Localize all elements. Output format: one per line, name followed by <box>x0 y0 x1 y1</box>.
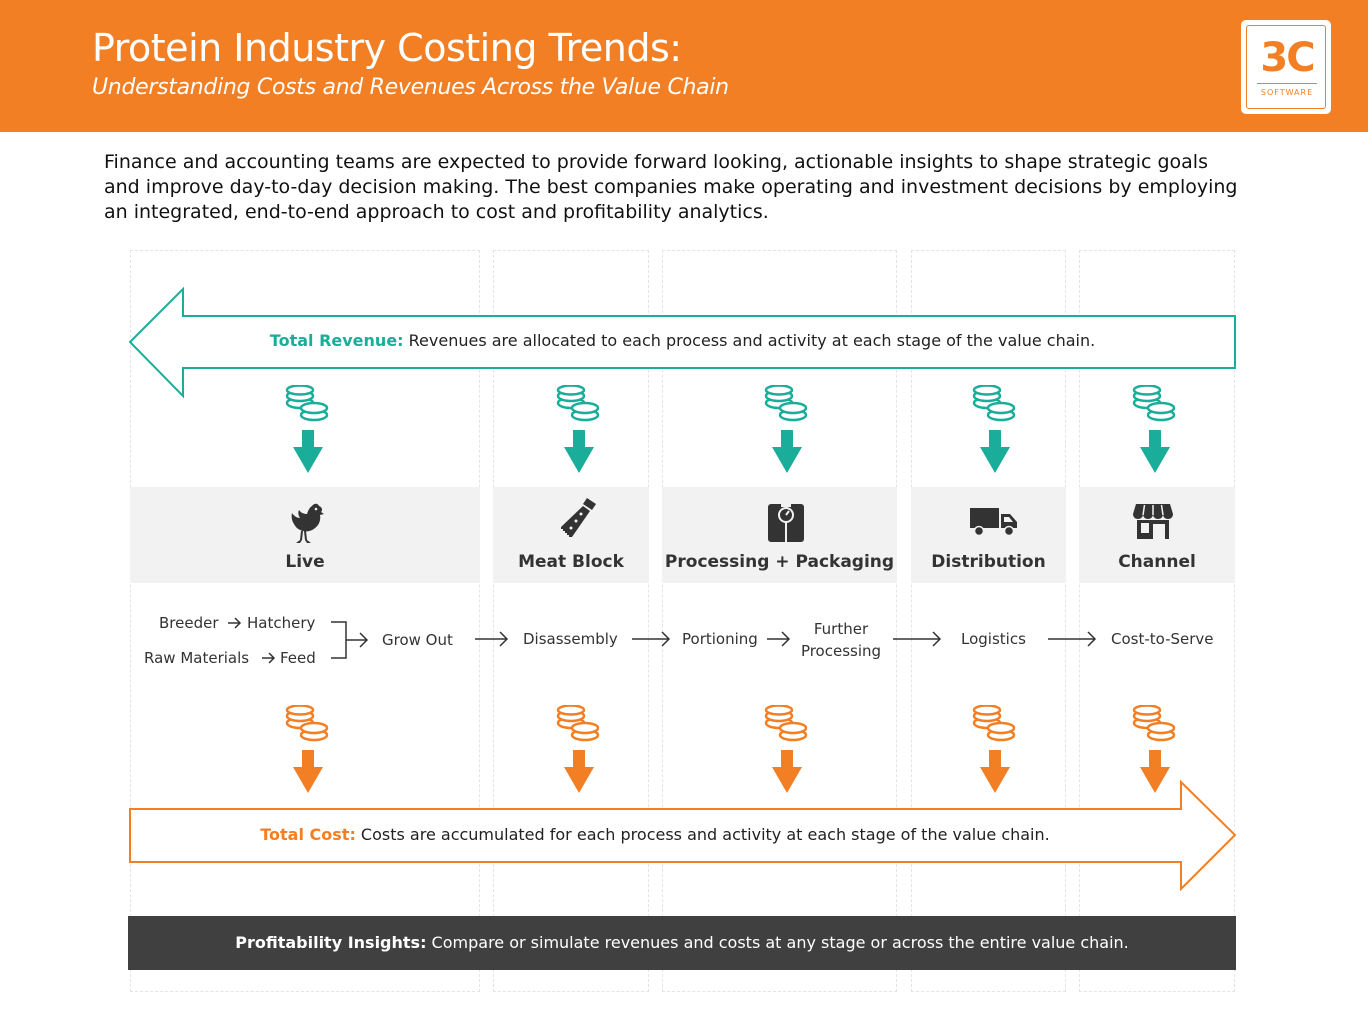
arrow-to-grow-out <box>346 632 369 648</box>
revenue-arrow <box>128 286 1236 399</box>
profitability-insights-bar: Profitability Insights: Compare or simul… <box>128 916 1236 970</box>
insights-description: Compare or simulate revenues and costs a… <box>426 933 1129 952</box>
cost-coins-icon <box>972 705 1016 793</box>
process-grow-out: Grow Out <box>382 631 453 649</box>
revenue-label: Total Revenue: <box>269 331 404 350</box>
arrow-to-disassembly <box>475 631 509 647</box>
stage-label-processing-packaging: Processing + Packaging <box>664 552 895 572</box>
arrow-to-logistics <box>893 631 942 647</box>
arrow-to-portioning <box>632 631 671 647</box>
column-distribution <box>911 250 1066 992</box>
process-hatchery: Hatchery <box>247 614 316 632</box>
revenue-coins-icon <box>972 385 1016 473</box>
revenue-coins-icon <box>764 385 808 473</box>
logo-mark: 3C <box>1260 35 1315 81</box>
cost-banner-text: Total Cost: Costs are accumulated for ea… <box>130 825 1180 844</box>
revenue-description: Revenues are allocated to each process a… <box>403 331 1096 350</box>
process-logistics: Logistics <box>961 630 1026 648</box>
company-logo: 3C SOFTWARE <box>1241 20 1331 114</box>
revenue-coins-icon <box>285 385 329 473</box>
process-cost-to-serve: Cost-to-Serve <box>1111 630 1214 648</box>
stage-band-distribution <box>911 487 1066 583</box>
scale-icon <box>768 504 804 542</box>
column-live <box>130 250 480 992</box>
column-meat-block <box>493 250 649 992</box>
process-feed: Feed <box>280 649 316 667</box>
column-processing <box>662 250 897 992</box>
page-title: Protein Industry Costing Trends: <box>92 26 682 70</box>
truck-icon <box>970 508 1017 537</box>
process-breeder: Breeder <box>159 614 219 632</box>
arrow-breeder-hatchery <box>228 617 242 629</box>
insights-label: Profitability Insights: <box>235 933 427 952</box>
page-subtitle: Understanding Costs and Revenues Across … <box>92 75 729 100</box>
cost-coins-icon <box>285 705 329 793</box>
cost-coins-icon <box>1132 705 1176 793</box>
stage-label-distribution: Distribution <box>931 552 1046 572</box>
revenue-coins-icon <box>1132 385 1176 473</box>
stage-label-channel: Channel <box>1118 552 1196 572</box>
stage-label-live: Live <box>285 552 325 572</box>
bracket-inputs <box>331 621 347 659</box>
storefront-icon <box>1133 504 1173 539</box>
arrow-to-further <box>767 631 791 647</box>
chicken-icon <box>291 503 324 543</box>
revenue-banner-text: Total Revenue: Revenues are allocated to… <box>130 331 1235 350</box>
stage-label-meat-block: Meat Block <box>518 552 624 572</box>
process-further-processing: Further Processing <box>795 618 887 662</box>
cost-label: Total Cost: <box>260 825 356 844</box>
header-banner: Protein Industry Costing Trends: Underst… <box>0 0 1368 132</box>
intro-paragraph: Finance and accounting teams are expecte… <box>104 151 1238 223</box>
arrow-to-cost-to-serve <box>1048 631 1097 647</box>
process-further-line2: Processing <box>800 642 882 660</box>
saw-icon <box>561 498 596 537</box>
revenue-coins-icon <box>556 385 600 473</box>
logo-subtext: SOFTWARE <box>1260 88 1314 97</box>
column-channel <box>1079 250 1235 992</box>
process-further-line1: Further <box>813 620 869 638</box>
cost-arrow <box>129 779 1237 892</box>
cost-description: Costs are accumulated for each process a… <box>355 825 1050 844</box>
cost-coins-icon <box>556 705 600 793</box>
cost-coins-icon <box>764 705 808 793</box>
process-disassembly: Disassembly <box>523 630 618 648</box>
process-portioning: Portioning <box>682 630 758 648</box>
arrow-raw-feed <box>262 652 276 664</box>
process-raw-materials: Raw Materials <box>144 649 250 667</box>
